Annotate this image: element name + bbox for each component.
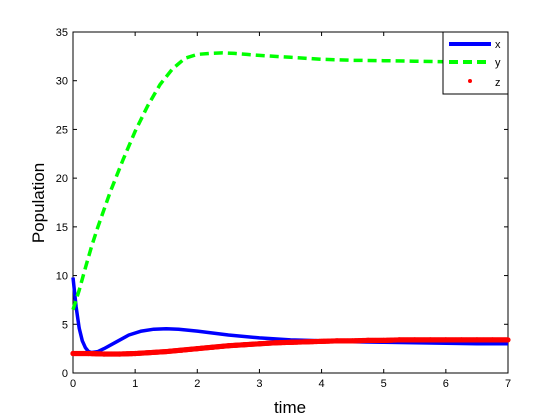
x-tick-label: 1 <box>132 378 138 390</box>
x-tick-label: 2 <box>194 378 200 390</box>
y-tick-label: 20 <box>56 173 68 185</box>
x-tick-label: 0 <box>70 378 76 390</box>
series-y-line <box>71 51 509 311</box>
series-z-point <box>427 337 433 343</box>
series-z-point <box>474 337 480 343</box>
legend-label-z: z <box>495 77 501 89</box>
series-z-point <box>117 351 123 357</box>
series-z-point <box>458 337 464 343</box>
y-tick-label: 0 <box>62 368 68 380</box>
series-z-point <box>272 340 278 346</box>
series-z-point <box>505 337 511 343</box>
series-z-point <box>365 337 371 343</box>
y-tick-label: 35 <box>56 27 68 39</box>
series-z-point <box>194 346 200 352</box>
series-z-point <box>256 341 263 347</box>
x-tick-label: 5 <box>381 378 387 390</box>
series-z-point <box>381 337 387 343</box>
series-z-point <box>396 337 402 343</box>
series-z-point <box>241 342 247 348</box>
legend-label-y: y <box>495 57 501 69</box>
series-z-point <box>85 350 92 357</box>
series-z-point <box>334 338 340 344</box>
series-z-point <box>148 349 154 356</box>
x-tick-label: 7 <box>505 378 511 390</box>
x-tick-label: 3 <box>256 378 262 390</box>
legend-label-x: x <box>495 39 501 51</box>
y-tick-label: 15 <box>56 222 68 234</box>
series-z-points <box>70 337 511 357</box>
series-z-point <box>489 337 496 343</box>
legend: x y z <box>442 31 509 95</box>
y-tick-label: 5 <box>62 319 68 331</box>
x-tick-label: 4 <box>319 378 325 390</box>
series-z-point <box>350 338 356 344</box>
series-z-point <box>412 337 418 343</box>
ticks-layer: 0 1 2 3 4 5 6 7 0 5 10 15 20 25 30 35 <box>56 27 511 390</box>
series-z-point <box>443 337 449 343</box>
series-z-point <box>287 339 294 345</box>
x-tick-label: 6 <box>443 378 449 390</box>
series-z-point <box>70 350 76 357</box>
series-z-point <box>101 351 107 357</box>
y-tick-label: 10 <box>56 271 68 283</box>
plot-area <box>72 31 509 374</box>
series-z-point <box>132 350 138 357</box>
y-axis-label: Population <box>29 163 48 243</box>
x-axis-label: time <box>274 398 306 417</box>
series-z-point <box>225 343 231 349</box>
series-layer <box>70 51 511 357</box>
series-z-point <box>163 348 169 355</box>
series-z-point <box>318 338 325 344</box>
series-z-point <box>303 339 309 345</box>
series-z-point <box>179 347 185 353</box>
y-tick-label: 30 <box>56 76 68 88</box>
y-tick-label: 25 <box>56 124 68 136</box>
series-z-point <box>210 344 216 350</box>
legend-swatch-z <box>468 79 472 83</box>
